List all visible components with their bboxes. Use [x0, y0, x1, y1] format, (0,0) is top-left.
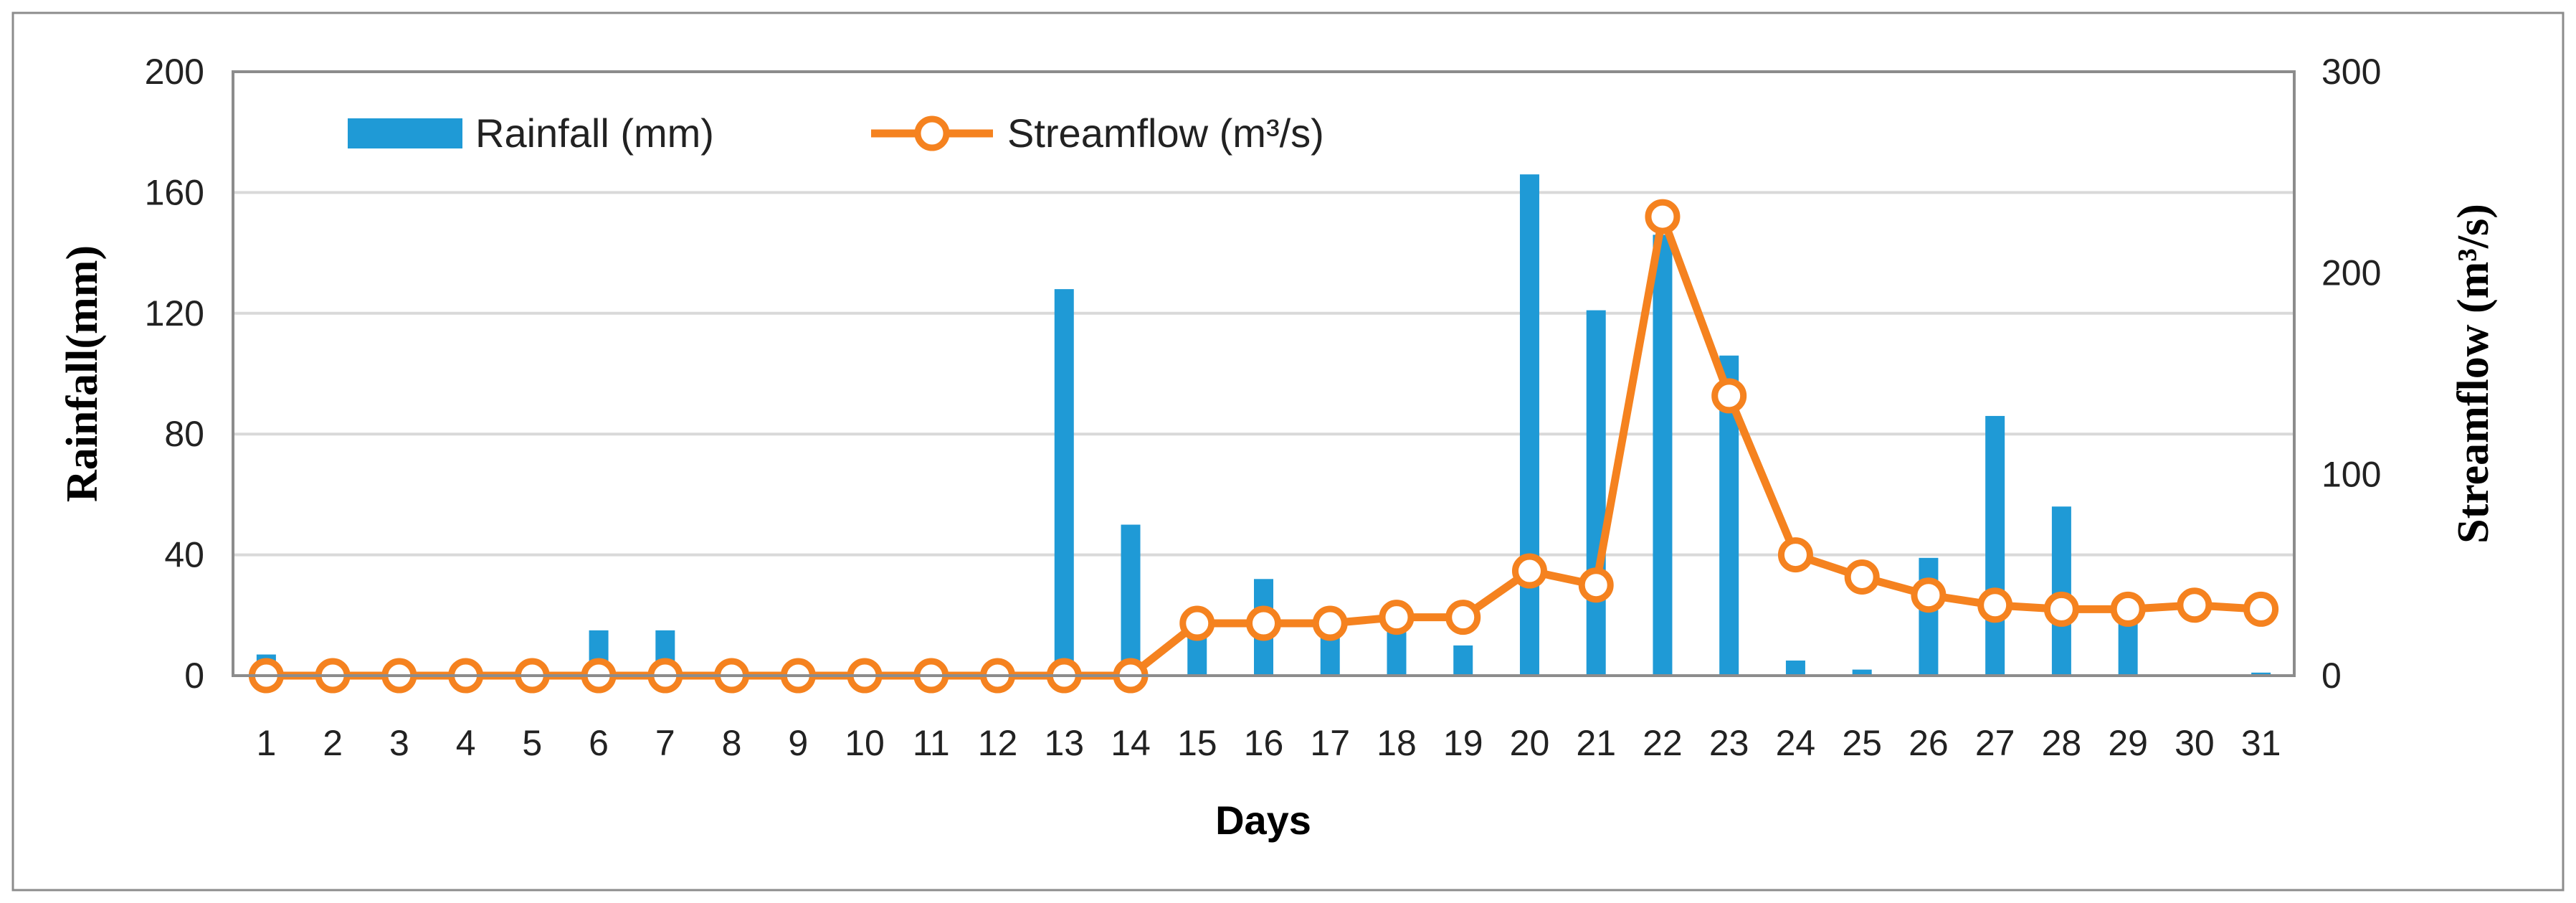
x-tick-label: 7: [655, 723, 675, 763]
rainfall-bar: [1852, 669, 1872, 676]
left-y-tick-label: 200: [145, 52, 204, 92]
streamflow-point: [1379, 600, 1415, 635]
streamflow-point: [2243, 591, 2279, 627]
x-tick-label: 15: [1177, 723, 1217, 763]
left-y-tick-label: 40: [164, 535, 204, 575]
x-tick-label: 28: [2042, 723, 2082, 763]
streamflow-point: [1711, 378, 1747, 414]
rainfall-bar: [1919, 557, 1939, 676]
x-tick-label: 5: [522, 723, 542, 763]
x-tick-label: 3: [389, 723, 409, 763]
left-y-tick-label: 160: [145, 172, 204, 212]
rainfall-bars: [256, 174, 2271, 676]
right-y-tick-label: 300: [2321, 52, 2381, 92]
plot-area-border: [232, 70, 2296, 677]
rainfall-bar: [1453, 645, 1473, 676]
x-tick-label: 29: [2108, 723, 2148, 763]
rainfall-bar: [1054, 289, 1074, 676]
chart-frame: [11, 11, 2565, 892]
rainfall-bar: [1519, 174, 1539, 676]
left-y-axis-title: Rainfall(mm): [58, 245, 107, 502]
x-tick-label: 17: [1310, 723, 1350, 763]
streamflow-point: [1312, 605, 1348, 641]
x-tick-label: 26: [1909, 723, 1949, 763]
x-tick-label: 8: [722, 723, 742, 763]
x-tick-label: 20: [1510, 723, 1550, 763]
x-tick-label: 11: [913, 723, 950, 763]
streamflow-point: [1777, 537, 1813, 573]
axes: [232, 70, 2296, 677]
right-y-tick-label: 200: [2321, 253, 2381, 293]
x-tick-label: 14: [1111, 723, 1151, 763]
rainfall-bar: [1586, 310, 1606, 676]
rainfall-bar: [1387, 630, 1407, 676]
rainfall-bar: [1653, 235, 1673, 676]
gridlines: [233, 191, 2294, 557]
streamflow-point: [1511, 553, 1547, 589]
x-tick-label: 13: [1044, 723, 1084, 763]
streamflow-point: [2110, 591, 2146, 627]
x-tick-label: 6: [589, 723, 609, 763]
x-tick-label: 31: [2241, 723, 2281, 763]
x-tick-label: 1: [256, 723, 276, 763]
streamflow-point: [2177, 587, 2213, 623]
x-tick-label: 9: [788, 723, 808, 763]
x-tick-label: 27: [1975, 723, 2015, 763]
x-tick-label: 12: [978, 723, 1018, 763]
rainfall-bar: [1121, 524, 1141, 676]
x-tick-label: 24: [1776, 723, 1816, 763]
rainfall-bar: [2051, 506, 2071, 676]
streamflow-point: [1179, 605, 1215, 641]
left-y-tick-label: 80: [164, 414, 204, 454]
right-y-axis-title: Streamflow (m³/s): [2449, 204, 2498, 544]
legend-rainfall-label: Rainfall (mm): [475, 110, 714, 156]
right-y-tick-label: 0: [2321, 656, 2342, 696]
x-tick-label: 10: [845, 723, 885, 763]
left-y-tick-label: 0: [184, 656, 204, 696]
legend-streamflow-marker: [914, 115, 950, 151]
x-tick-label: 2: [323, 723, 343, 763]
x-tick-label: 22: [1643, 723, 1683, 763]
rainfall-bar: [1785, 660, 1805, 676]
x-tick-label: 16: [1244, 723, 1284, 763]
left-y-tick-label: 120: [145, 293, 204, 334]
streamflow-point: [1977, 587, 2013, 623]
streamflow-point: [1578, 567, 1614, 603]
x-tick-label: 19: [1443, 723, 1483, 763]
streamflow-point: [1844, 559, 1880, 595]
rainfall-bar: [2251, 672, 2271, 676]
x-tick-label: 23: [1709, 723, 1749, 763]
streamflow-point: [2043, 591, 2079, 627]
x-tick-label: 30: [2175, 723, 2215, 763]
streamflow-point: [1911, 577, 1947, 613]
x-tick-label: 21: [1576, 723, 1616, 763]
streamflow-point: [1246, 605, 1281, 641]
streamflow-point: [1645, 199, 1681, 235]
x-tick-label: 18: [1377, 723, 1417, 763]
x-axis-title: Days: [1215, 798, 1311, 843]
x-tick-label: 4: [456, 723, 476, 763]
streamflow-point: [1445, 600, 1481, 635]
legend-streamflow-label: Streamflow (m³/s): [1007, 110, 1324, 156]
x-tick-label: 25: [1842, 723, 1882, 763]
legend: Rainfall (mm) Streamflow (m³/s): [348, 110, 1324, 156]
right-y-tick-label: 100: [2321, 454, 2381, 494]
rainfall-bar: [1985, 415, 2005, 676]
legend-rainfall-swatch: [348, 118, 462, 148]
